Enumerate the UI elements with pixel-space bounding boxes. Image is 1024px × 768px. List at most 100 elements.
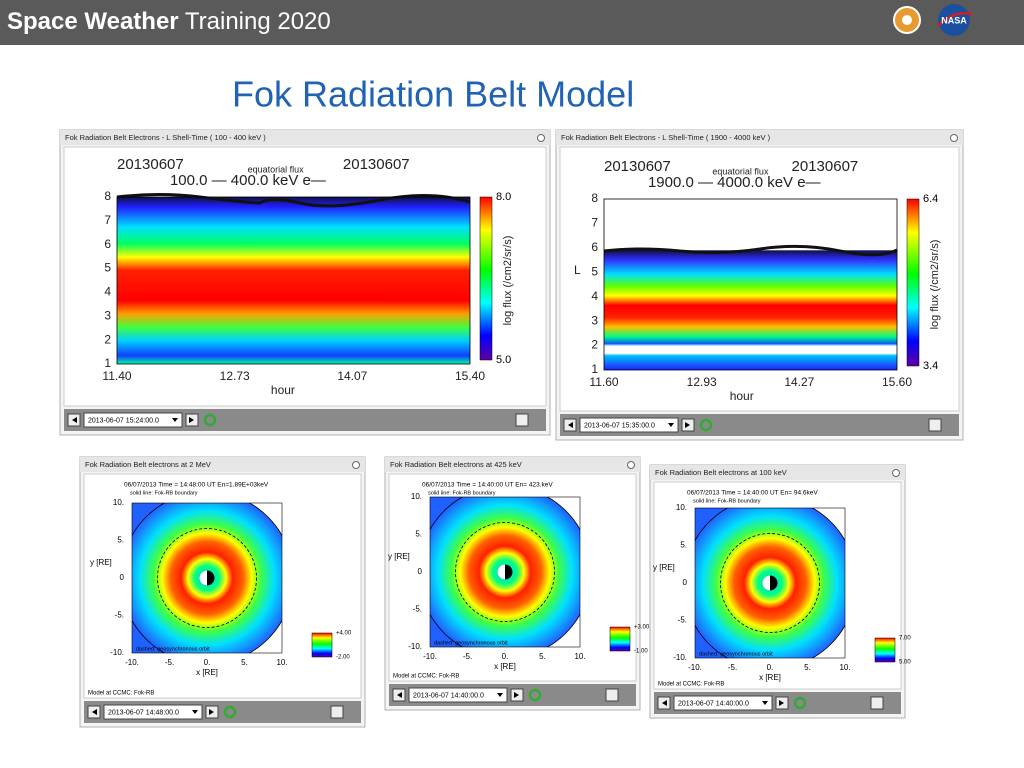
y-tick-label: 6: [591, 240, 598, 254]
refresh-button[interactable]: [203, 413, 217, 427]
header-title-bold: Space Weather: [7, 8, 179, 35]
y-axis-label: y [RE]: [90, 558, 112, 567]
window-title: Fok Radiation Belt Electrons - L Shell-T…: [65, 133, 266, 142]
plot-subtitle: 06/07/2013 Time = 14:40:00 UT En= 423.ke…: [422, 482, 553, 489]
close-button[interactable]: [537, 134, 545, 142]
x-tick-label: 15.60: [882, 375, 912, 389]
close-button[interactable]: [352, 461, 360, 469]
y-tick-label: -10.: [110, 648, 124, 657]
x-tick-label: 14.27: [784, 375, 814, 389]
time-value: 2013-06-07 14:48:00.0: [108, 709, 179, 716]
y-tick-label: 10.: [113, 498, 124, 507]
window-title: Fok Radiation Belt Electrons - L Shell-T…: [561, 133, 771, 142]
y-tick-label: 7: [104, 213, 111, 227]
x-tick-label: 0.: [767, 663, 774, 672]
flux-map: [604, 250, 897, 370]
plot-frame: [116, 196, 471, 365]
date-right: 20130607: [343, 156, 410, 173]
save-button[interactable]: [928, 418, 942, 432]
refresh-button[interactable]: [223, 705, 237, 719]
time-field[interactable]: [673, 695, 773, 711]
window-title: Fok Radiation Belt electrons at 425 keV: [390, 460, 522, 469]
time-field[interactable]: [579, 417, 679, 433]
x-tick-label: -5.: [165, 658, 174, 667]
close-button[interactable]: [892, 469, 900, 477]
y-tick-label: 7: [591, 216, 598, 230]
colorbar-max: 7.00: [899, 636, 911, 642]
colorbar: [906, 198, 920, 367]
x-tick-label: 5.: [241, 658, 248, 667]
x-tick-label: -10.: [423, 652, 437, 661]
energy-range: 1900.0 — 4000.0 keV e—: [648, 174, 821, 191]
colorbar: [311, 632, 333, 658]
y-tick-label: 3: [591, 313, 598, 327]
save-button[interactable]: [515, 413, 529, 427]
close-button[interactable]: [950, 134, 958, 142]
colorbar-min: -1.00: [634, 649, 648, 655]
save-button[interactable]: [605, 688, 619, 702]
x-tick-label: -10.: [688, 663, 702, 672]
date-right: 20130607: [792, 158, 859, 175]
x-tick-label: 12.73: [220, 369, 250, 383]
window-title: Fok Radiation Belt electrons at 2 MeV: [85, 460, 211, 469]
colorbar: [874, 637, 896, 663]
plot-frame: [429, 496, 581, 648]
header-bar: [0, 0, 1024, 45]
date-left: 20130607: [604, 158, 671, 175]
time-value: 2013-06-07 15:24:00.0: [88, 417, 159, 424]
flux-map: [117, 197, 470, 364]
time-field[interactable]: [408, 687, 508, 703]
next-icon: [779, 700, 784, 706]
refresh-button[interactable]: [793, 696, 807, 710]
time-field[interactable]: [103, 704, 203, 720]
y-tick-label: -5.: [678, 616, 687, 625]
prev-icon: [568, 422, 573, 428]
next-icon: [209, 709, 214, 715]
x-axis-label: hour: [730, 389, 754, 403]
y-axis-label: L: [574, 263, 581, 277]
x-axis-label: x [RE]: [196, 668, 218, 677]
solid-note: solid line: Fok-RB boundary: [130, 490, 198, 496]
y-axis-label: y [RE]: [653, 563, 675, 572]
y-tick-label: -10.: [673, 653, 687, 662]
dashed-note: dashed: geosynchronous orbit: [699, 651, 773, 657]
x-tick-label: 10.: [574, 652, 585, 661]
x-tick-label: -10.: [125, 658, 139, 667]
save-button[interactable]: [330, 705, 344, 719]
time-field[interactable]: [83, 412, 183, 428]
prev-icon: [72, 417, 77, 423]
y-tick-label: 0: [120, 573, 125, 582]
x-axis-label: hour: [271, 383, 295, 397]
prev-icon: [397, 692, 402, 698]
dashed-note: dashed: geosynchronous orbit: [136, 646, 210, 652]
plot-subtitle: 06/07/2013 Time = 14:48:00 UT En=1.89E+0…: [124, 482, 269, 489]
colorbar-max: +3.00: [634, 625, 650, 631]
next-icon: [685, 422, 690, 428]
colorbar-min: 5.00: [899, 660, 911, 666]
x-tick-label: 14.07: [337, 369, 367, 383]
y-tick-label: 5.: [117, 536, 124, 545]
colorbar: [479, 196, 493, 361]
y-tick-label: 10.: [411, 492, 422, 501]
toolbar: [64, 409, 546, 431]
header-title: Space Weather Training 2020: [7, 8, 331, 35]
colorbar-max: 8.0: [496, 191, 511, 203]
colorbar-min: 5.0: [496, 354, 511, 366]
refresh-button[interactable]: [699, 418, 713, 432]
colorbar-min: 3.4: [923, 360, 938, 372]
solid-note: solid line: Fok-RB boundary: [693, 498, 761, 504]
window-title-bar: [556, 130, 963, 145]
plot-frame: [131, 502, 283, 654]
colorbar-label: log flux (/cm2/sr/s): [929, 240, 941, 330]
y-tick-label: 8: [591, 191, 598, 205]
y-tick-label: 0: [683, 578, 688, 587]
refresh-button[interactable]: [528, 688, 542, 702]
time-value: 2013-06-07 15:35:00.0: [584, 422, 655, 429]
prev-icon: [92, 709, 97, 715]
save-button[interactable]: [870, 696, 884, 710]
y-tick-label: 5.: [415, 530, 422, 539]
svg-text:NASA: NASA: [941, 15, 967, 25]
close-button[interactable]: [627, 461, 635, 469]
x-tick-label: 5.: [539, 652, 546, 661]
